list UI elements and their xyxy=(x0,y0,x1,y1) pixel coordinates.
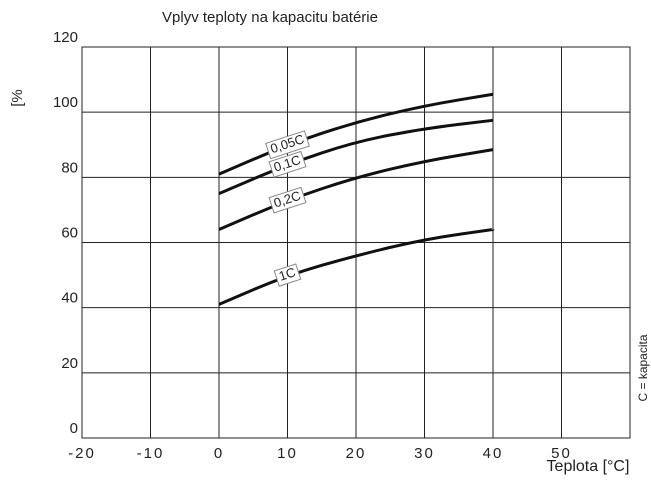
series-label-box xyxy=(268,150,307,178)
x-tick-label: 20 xyxy=(346,445,367,462)
y-tick-label: 0 xyxy=(70,420,78,437)
y-tick-label: 120 xyxy=(53,29,78,46)
y-tick-label: 40 xyxy=(61,290,78,307)
series-label-box xyxy=(265,130,310,160)
line-series xyxy=(218,118,494,196)
series-label: 0,1C xyxy=(268,150,307,178)
x-tick-label: 40 xyxy=(483,445,504,462)
y-tick-label: 60 xyxy=(61,224,78,241)
line-series xyxy=(218,227,494,306)
series-label-box xyxy=(268,186,307,214)
x-tick-label: 10 xyxy=(277,445,298,462)
y-tick-label: 20 xyxy=(61,355,78,372)
annotation: C = kapacita xyxy=(636,334,650,401)
line-series xyxy=(218,148,494,231)
chart-title: Vplyv teploty na kapacitu batérie xyxy=(162,9,378,26)
series-label-text: 1C xyxy=(277,264,297,283)
x-tick-label: 0 xyxy=(214,445,224,462)
x-tick-label: -20 xyxy=(68,445,96,462)
x-tick-label: 30 xyxy=(414,445,435,462)
series-label: 0,2C xyxy=(268,186,307,214)
x-axis-label: Teplota [°C] xyxy=(547,458,630,475)
y-tick-label: 80 xyxy=(61,159,78,176)
x-tick-label: 50 xyxy=(551,445,572,462)
y-tick-label: 100 xyxy=(53,94,78,111)
y-axis-label: [% xyxy=(9,89,26,107)
line-series xyxy=(218,92,494,176)
x-tick-label: -10 xyxy=(137,445,165,462)
series-label-box xyxy=(273,263,302,287)
series-label: 1C xyxy=(273,263,302,287)
